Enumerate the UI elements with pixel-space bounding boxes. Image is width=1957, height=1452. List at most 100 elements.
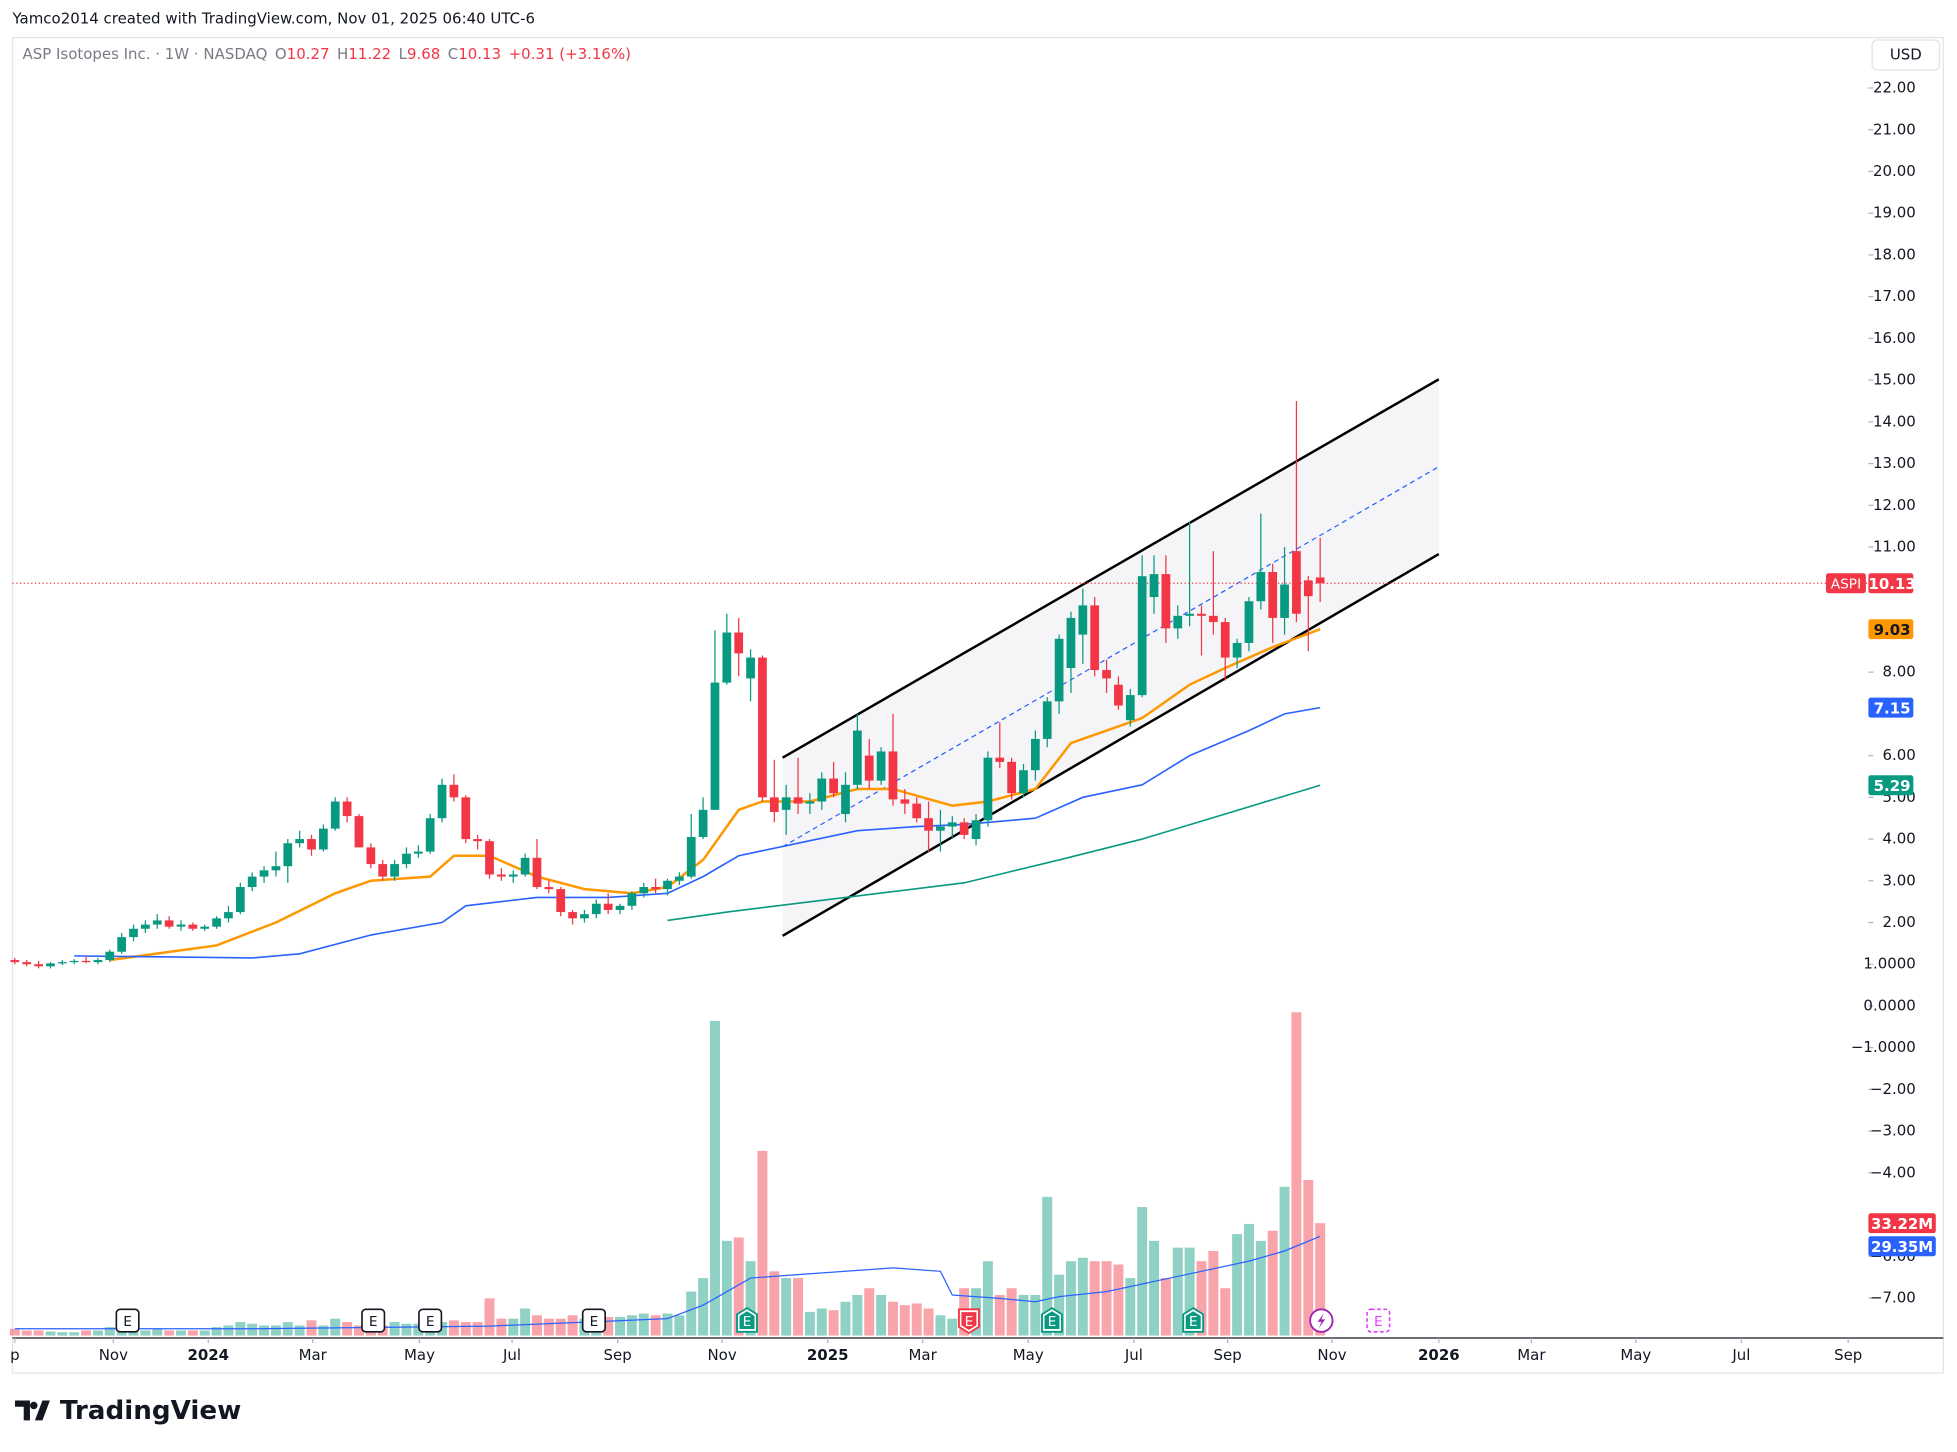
candle-body [1220, 622, 1230, 658]
currency-box[interactable] [1871, 39, 1941, 71]
y-tick-label: 15.00 [1873, 371, 1916, 389]
candle-body [615, 905, 625, 910]
volume-bar [81, 1330, 92, 1336]
volume-bar [1315, 1223, 1326, 1336]
event-marker[interactable]: E [1041, 1307, 1063, 1333]
ma-tag: 9.03 [1868, 619, 1914, 640]
x-tick-label: Mar [909, 1346, 938, 1364]
candle-body [1125, 695, 1135, 721]
volume-bar [852, 1294, 863, 1336]
volume-bar [1054, 1274, 1065, 1336]
price-tag-label: 10.13 [1868, 575, 1915, 593]
y-tick-label: −3.00 [1870, 1122, 1916, 1140]
candle-body [413, 851, 423, 854]
volume-bar [828, 1310, 839, 1336]
last-price-tag: 10.13 ASPI [1825, 573, 1916, 594]
event-icon [418, 1308, 443, 1333]
candle-body [568, 912, 577, 919]
event-marker[interactable]: E [115, 1308, 140, 1333]
candle-body [769, 797, 779, 812]
candle-body [947, 822, 957, 827]
candle-body [402, 853, 411, 865]
volume-bar [140, 1330, 151, 1336]
event-marker[interactable]: E [1366, 1308, 1391, 1333]
event-marker[interactable]: E [1182, 1307, 1205, 1333]
candle-body [497, 874, 506, 877]
y-tick-label: 11.00 [1873, 537, 1916, 555]
volume-bar [721, 1240, 732, 1336]
volume-bar [1006, 1288, 1017, 1336]
candle-body [959, 822, 969, 835]
volume-bar [1196, 1261, 1207, 1336]
y-tick-label: 6.00 [1882, 746, 1915, 764]
event-marker[interactable]: E [957, 1308, 980, 1335]
event-marker[interactable]: E [418, 1308, 443, 1333]
logo-icon [14, 1400, 50, 1421]
candle-body [888, 751, 898, 800]
y-tick-label: 17.00 [1873, 287, 1916, 305]
event-label: E [590, 1314, 599, 1330]
volume-bar [33, 1330, 44, 1336]
price-tag-label: 29.35M [1871, 1238, 1933, 1256]
volume-bar [531, 1315, 542, 1336]
candle-body [390, 864, 399, 877]
change: +0.31 (+3.16%) [509, 44, 631, 62]
candle-body [200, 926, 210, 929]
volume-bar [994, 1294, 1005, 1336]
volume-bar [555, 1318, 566, 1336]
candle-body [722, 632, 732, 683]
candle-body [437, 784, 447, 819]
candle-body [912, 803, 922, 819]
volume-bar [923, 1308, 934, 1336]
logo: TradingView [14, 1396, 241, 1426]
event-icon [1366, 1308, 1391, 1333]
candle-body [1030, 738, 1040, 771]
currency[interactable]: USD [1890, 46, 1922, 64]
candle-body [449, 784, 459, 798]
volume-bar [840, 1301, 851, 1336]
x-tick-label: Sep [1834, 1346, 1862, 1364]
volume-bar [662, 1313, 673, 1336]
candle-body [1292, 551, 1301, 614]
candle-body [995, 757, 1005, 762]
y-tick-label: 4.00 [1882, 830, 1915, 848]
volume-bar [187, 1330, 198, 1336]
candle-body [485, 841, 494, 875]
price-tag-label: 33.22M [1871, 1215, 1933, 1233]
event-label: E [1048, 1314, 1057, 1330]
volume-bar [947, 1318, 958, 1336]
x-tick-label: May [1013, 1346, 1044, 1364]
volume-bar [69, 1332, 80, 1336]
candle-body [698, 809, 708, 837]
candle-body [330, 801, 340, 829]
volume-bar [603, 1316, 614, 1336]
channel-upper [781, 378, 1440, 759]
event-marker[interactable] [1309, 1308, 1334, 1333]
event-marker[interactable]: E [581, 1308, 606, 1333]
candle-body [176, 924, 186, 927]
price-tag [1868, 1213, 1936, 1234]
candle-body [936, 826, 945, 831]
candle-body [1197, 613, 1206, 616]
event-icon [1044, 1311, 1060, 1330]
event-label: E [1189, 1314, 1198, 1330]
event-icon [115, 1308, 140, 1333]
volume-bar [164, 1330, 175, 1336]
ticker-label: ASPI [1831, 577, 1861, 593]
event-marker[interactable]: E [736, 1307, 758, 1333]
candle-body [710, 682, 720, 810]
y-tick-label: −2.00 [1870, 1080, 1916, 1098]
candle-body [1244, 601, 1254, 643]
candle-body [556, 889, 566, 913]
volume-bar [638, 1313, 649, 1336]
event-marker[interactable]: E [361, 1308, 386, 1333]
candle-body [342, 801, 352, 817]
moving-average [109, 628, 1321, 962]
candle-body [271, 866, 281, 871]
volume-bar [769, 1271, 780, 1336]
prefix: L [399, 44, 408, 62]
x-tick-label: Mar [299, 1346, 328, 1364]
candle-body [1315, 577, 1325, 584]
event-label: E [965, 1314, 974, 1330]
y-tick-label: 3.00 [1882, 871, 1915, 889]
